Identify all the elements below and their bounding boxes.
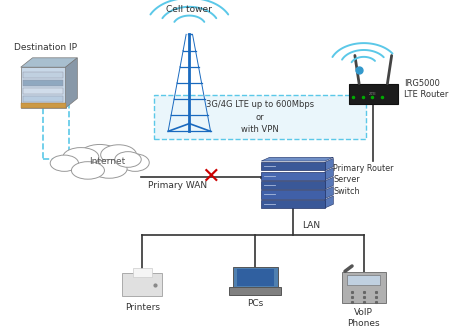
FancyBboxPatch shape: [342, 272, 386, 303]
FancyBboxPatch shape: [23, 97, 63, 102]
FancyBboxPatch shape: [21, 103, 66, 108]
Text: Cell tower: Cell tower: [166, 5, 212, 14]
Text: Primary WAN: Primary WAN: [148, 181, 207, 190]
Polygon shape: [66, 58, 77, 108]
Polygon shape: [325, 158, 333, 170]
FancyBboxPatch shape: [23, 88, 63, 94]
FancyBboxPatch shape: [133, 268, 152, 277]
Text: Destination IP: Destination IP: [14, 42, 77, 51]
FancyBboxPatch shape: [261, 181, 325, 189]
Ellipse shape: [121, 154, 149, 171]
FancyBboxPatch shape: [261, 200, 325, 208]
FancyBboxPatch shape: [23, 72, 63, 78]
Ellipse shape: [101, 145, 137, 165]
Text: IRG5000
LTE Router: IRG5000 LTE Router: [404, 79, 448, 99]
Polygon shape: [261, 157, 333, 161]
Text: ZTE: ZTE: [369, 92, 377, 96]
FancyBboxPatch shape: [229, 287, 281, 294]
FancyBboxPatch shape: [261, 190, 325, 199]
FancyBboxPatch shape: [154, 95, 366, 139]
Ellipse shape: [91, 159, 127, 178]
Text: VoIP
Phones: VoIP Phones: [348, 308, 380, 328]
FancyBboxPatch shape: [23, 80, 63, 86]
Text: ✕: ✕: [201, 167, 220, 187]
Polygon shape: [325, 187, 333, 199]
Ellipse shape: [50, 155, 79, 171]
FancyBboxPatch shape: [347, 275, 380, 285]
Ellipse shape: [71, 162, 105, 179]
Text: Printers: Printers: [125, 303, 160, 312]
Text: 3G/4G LTE up to 600Mbps
or
with VPN: 3G/4G LTE up to 600Mbps or with VPN: [206, 100, 314, 134]
Polygon shape: [325, 168, 333, 180]
Polygon shape: [325, 196, 333, 208]
Text: LAN: LAN: [303, 221, 321, 230]
Text: Primary Router
Server
Switch: Primary Router Server Switch: [333, 163, 394, 196]
FancyBboxPatch shape: [233, 267, 278, 289]
Text: PCs: PCs: [247, 299, 263, 308]
Ellipse shape: [115, 152, 141, 167]
Ellipse shape: [79, 144, 121, 168]
FancyBboxPatch shape: [261, 172, 325, 180]
Polygon shape: [21, 58, 77, 67]
FancyBboxPatch shape: [261, 162, 325, 170]
FancyBboxPatch shape: [349, 84, 398, 104]
FancyBboxPatch shape: [236, 269, 274, 286]
Polygon shape: [325, 177, 333, 189]
Text: Internet: Internet: [88, 156, 125, 166]
FancyBboxPatch shape: [21, 67, 66, 108]
FancyBboxPatch shape: [122, 274, 162, 296]
Ellipse shape: [63, 148, 99, 166]
